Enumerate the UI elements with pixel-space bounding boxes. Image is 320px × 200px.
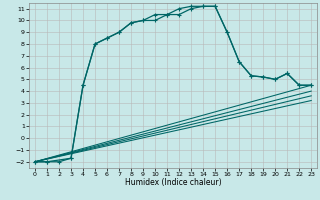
X-axis label: Humidex (Indice chaleur): Humidex (Indice chaleur) bbox=[125, 178, 221, 187]
